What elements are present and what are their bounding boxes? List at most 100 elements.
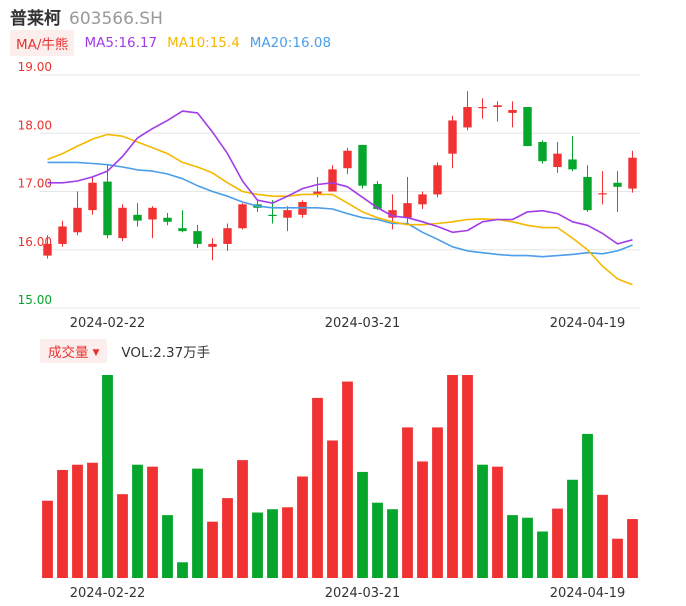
volume-date-tick-label: 2024-03-21: [325, 586, 401, 601]
candle: [73, 191, 82, 236]
volume-bar: [147, 466, 158, 578]
candle: [43, 235, 52, 259]
ma20-line: [47, 161, 633, 258]
volume-bar: [462, 375, 473, 578]
candle-body: [223, 228, 232, 244]
candle-body: [448, 120, 457, 154]
volume-bar: [282, 507, 293, 578]
candle: [58, 220, 67, 247]
candle: [628, 150, 637, 193]
price-tick-label: 17.00: [18, 177, 52, 191]
volume-bar: [252, 512, 263, 578]
volume-bar: [267, 509, 278, 578]
candle-body: [208, 243, 217, 247]
candle: [118, 204, 127, 242]
stock-header: 普莱柯 603566.SH: [10, 4, 163, 29]
candle-body: [88, 182, 97, 211]
candle-body: [313, 191, 322, 195]
candle: [133, 203, 142, 227]
candle-body: [508, 109, 517, 113]
candle: [598, 171, 607, 205]
ma-indicator-selector[interactable]: MA/牛熊: [10, 30, 75, 56]
candle: [523, 107, 532, 147]
date-tick-label: 2024-02-22: [70, 316, 146, 331]
volume-bar: [297, 476, 308, 578]
ma10-line: [47, 133, 633, 286]
volume-bar: [237, 460, 248, 578]
candle: [298, 200, 307, 218]
volume-indicator-label: 成交量: [48, 345, 89, 361]
candle: [328, 165, 337, 192]
candle: [433, 162, 442, 198]
price-tick-label: 15.00: [18, 293, 52, 307]
candle: [373, 181, 382, 211]
candle: [568, 136, 577, 172]
candle-body: [568, 159, 577, 170]
candle: [613, 171, 622, 212]
ma10-label: MA10:15.4: [167, 35, 240, 51]
candle-body: [403, 203, 412, 218]
volume-legend: 成交量 ▼ VOL:2.37万手: [40, 339, 211, 363]
candle: [448, 115, 457, 169]
candle: [343, 147, 352, 175]
volume-bar: [582, 433, 593, 578]
date-tick-label: 2024-03-21: [325, 316, 401, 331]
candle-body: [73, 207, 82, 233]
candle: [163, 213, 172, 226]
volume-date-tick-label: 2024-04-19: [550, 586, 626, 601]
volume-bar: [342, 381, 353, 578]
volume-bar: [432, 427, 443, 578]
price-tick-label: 19.00: [18, 60, 52, 74]
volume-bar: [387, 509, 398, 578]
volume-bar: [537, 531, 548, 578]
volume-bar: [192, 468, 203, 578]
candle: [223, 223, 232, 251]
volume-bar: [102, 375, 113, 578]
candle-body: [358, 144, 367, 186]
volume-bar: [132, 464, 143, 578]
candle-body: [268, 214, 277, 216]
caret-down-icon: ▼: [92, 348, 100, 358]
candle-body: [163, 217, 172, 222]
candle: [538, 140, 547, 164]
ma5-line: [47, 110, 633, 245]
candle-body: [328, 169, 337, 192]
volume-bar: [552, 508, 563, 578]
candle-body: [463, 107, 472, 128]
volume-bar: [72, 464, 83, 578]
candle: [583, 165, 592, 212]
candle-body: [283, 210, 292, 218]
ma5-label: MA5:16.17: [84, 35, 158, 51]
candle: [478, 98, 487, 119]
volume-value: VOL:2.37万手: [121, 345, 211, 361]
candle-body: [148, 207, 157, 220]
candle: [88, 176, 97, 215]
volume-indicator-selector[interactable]: 成交量 ▼: [40, 339, 108, 363]
volume-bar: [42, 500, 53, 578]
candle-body: [43, 243, 52, 256]
ma-legend: MA/牛熊 MA5:16.17 MA10:15.4 MA20:16.08: [10, 30, 331, 56]
candle: [463, 91, 472, 131]
candle-body: [583, 176, 592, 211]
candle-body: [178, 228, 187, 232]
candle-body: [238, 204, 247, 229]
volume-bar: [627, 519, 638, 578]
volume-bar: [162, 515, 173, 578]
volume-bar: [522, 517, 533, 578]
candle-body: [58, 226, 67, 244]
candle: [553, 141, 562, 173]
candle-body: [193, 231, 202, 244]
candle-body: [133, 214, 142, 221]
candle-body: [628, 157, 637, 189]
candle: [418, 191, 427, 209]
volume-bar: [372, 502, 383, 578]
candle-body: [103, 181, 112, 236]
candle-body: [523, 107, 532, 147]
stock-code: 603566.SH: [69, 9, 163, 29]
stock-name: 普莱柯: [10, 9, 61, 29]
volume-bar: [567, 479, 578, 578]
volume-bar: [477, 464, 488, 578]
candle-body: [553, 153, 562, 168]
volume-bar: [57, 469, 68, 578]
